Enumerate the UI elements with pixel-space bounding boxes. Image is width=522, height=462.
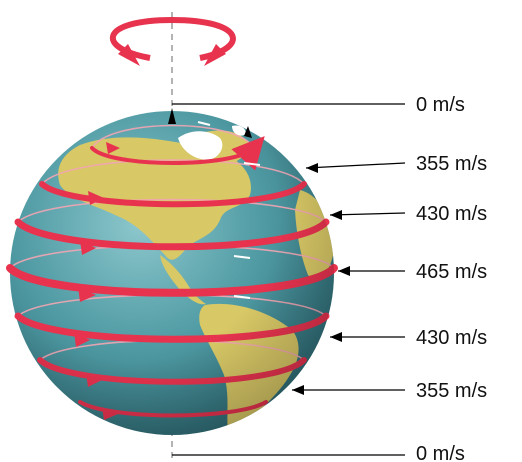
speed-labels: 0 m/s 355 m/s 430 m/s 465 m/s 430 m/s 35…	[416, 94, 487, 462]
speed-label-430-south: 430 m/s	[416, 327, 487, 349]
leader-430-north	[329, 212, 406, 216]
speed-label-465: 465 m/s	[416, 261, 487, 283]
rotation-arrow-icon	[109, 16, 236, 66]
leader-lines	[172, 103, 406, 456]
speed-label-430-north: 430 m/s	[416, 203, 487, 225]
speed-label-355-south: 355 m/s	[416, 380, 487, 402]
leader-355-north	[305, 162, 406, 169]
speed-label-0-north: 0 m/s	[416, 94, 465, 116]
speed-label-355-north: 355 m/s	[416, 153, 487, 175]
speed-label-0-south: 0 m/s	[416, 443, 465, 462]
globe	[6, 111, 338, 435]
